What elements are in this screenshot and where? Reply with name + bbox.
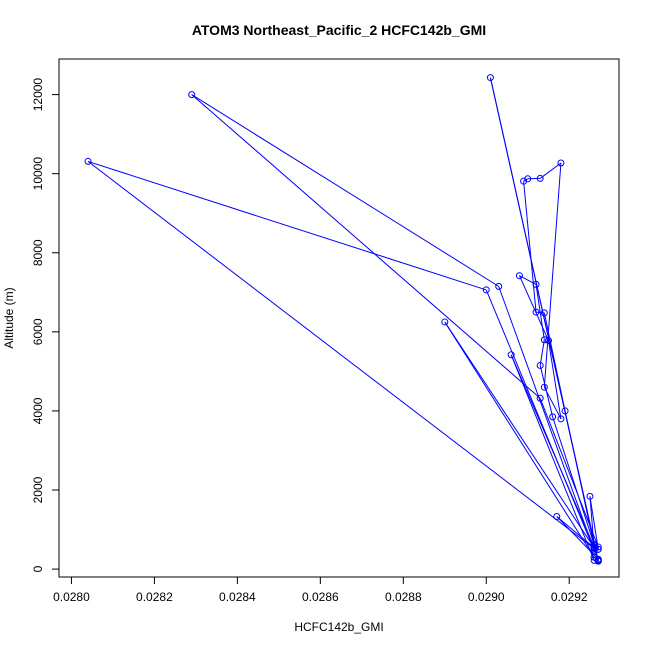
data-point	[561, 407, 569, 415]
data-point	[482, 286, 490, 294]
series-segment	[547, 340, 562, 419]
series-segment	[543, 386, 562, 420]
series-segment	[489, 77, 599, 562]
x-tick-label: 0.0284	[219, 590, 256, 604]
series-segment	[539, 339, 545, 366]
data-point	[553, 513, 561, 521]
x-tick-label: 0.0282	[136, 590, 173, 604]
x-tick-label: 0.0290	[468, 590, 505, 604]
series-segment	[523, 178, 528, 182]
x-axis-label: HCFC142b_GMI	[294, 620, 383, 634]
data-point	[536, 174, 544, 182]
y-tick-label: 4000	[31, 397, 45, 424]
y-tick-label: 0	[31, 565, 45, 572]
data-point	[536, 394, 544, 402]
y-tick-label: 8000	[31, 239, 45, 266]
data-point	[536, 361, 544, 369]
y-tick-label: 10000	[31, 157, 45, 191]
series-segment	[543, 162, 562, 388]
data-point	[441, 318, 449, 326]
data-point	[520, 177, 528, 185]
data-point	[549, 413, 557, 421]
series-segment	[444, 321, 595, 549]
y-tick-label: 6000	[31, 318, 45, 345]
series-segment	[589, 496, 599, 550]
series-segment	[87, 161, 595, 549]
x-axis: 0.0280 0.0282 0.0284 0.0286 0.0288 0.0290 0.02…	[53, 577, 588, 604]
x-tick-label: 0.0286	[302, 590, 339, 604]
data-point	[188, 91, 196, 99]
series-lines	[87, 77, 599, 562]
y-axis: 0 2000 4000 6000 8000 10000 12000	[31, 78, 59, 572]
series-segment	[191, 94, 541, 399]
chart-title: ATOM3 Northeast_Pacific_2 HCFC142b_GMI	[192, 22, 486, 38]
x-tick-label: 0.0292	[551, 590, 588, 604]
data-point	[586, 492, 594, 500]
data-point	[515, 272, 523, 280]
y-tick-label: 2000	[31, 476, 45, 503]
x-tick-label: 0.0280	[53, 590, 90, 604]
data-point	[540, 336, 548, 344]
series-segment	[444, 321, 595, 558]
series-segment	[523, 181, 537, 313]
data-point	[557, 159, 565, 167]
y-tick-label: 12000	[31, 78, 45, 112]
data-point	[544, 337, 552, 345]
data-point	[590, 556, 598, 564]
y-axis-label: Altitude (m)	[2, 287, 16, 348]
series-segment	[552, 416, 595, 545]
plot-frame	[58, 58, 620, 578]
data-point	[486, 74, 494, 82]
data-point	[557, 415, 565, 423]
series-segment	[518, 275, 549, 341]
series-segment	[498, 286, 595, 551]
series-segment	[539, 162, 562, 179]
data-point	[532, 308, 540, 316]
data-point	[84, 157, 92, 165]
series-points	[84, 74, 602, 565]
data-point	[507, 351, 515, 359]
data-point	[590, 544, 598, 552]
data-point	[532, 280, 540, 288]
x-tick-label: 0.0288	[385, 590, 422, 604]
series-segment	[191, 94, 499, 287]
data-point	[540, 383, 548, 391]
series-segment	[87, 160, 487, 291]
series-segment	[556, 516, 595, 549]
series-segment	[485, 289, 595, 551]
series-segment	[539, 398, 599, 548]
data-point	[594, 557, 602, 565]
data-point	[540, 309, 548, 317]
data-point	[495, 282, 503, 290]
